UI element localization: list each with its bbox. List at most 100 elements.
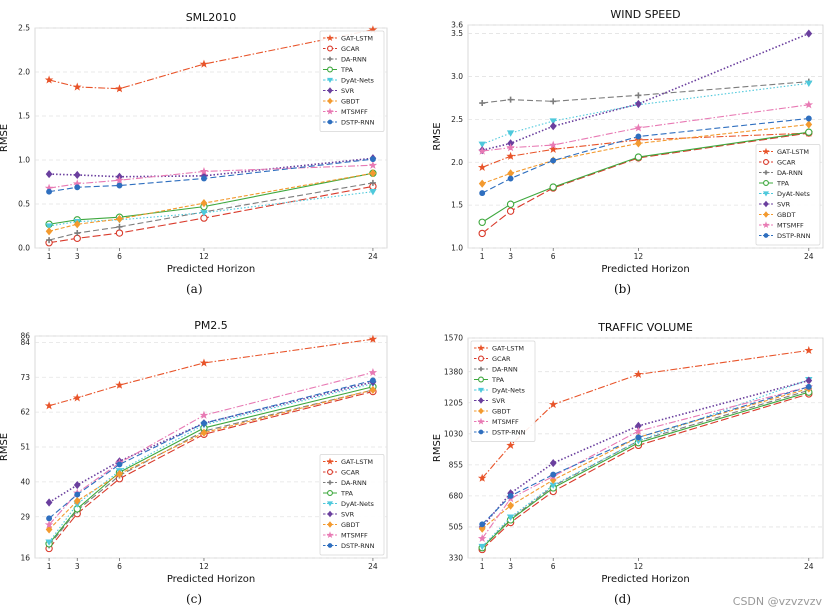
y-tick-label: 1570 xyxy=(444,334,463,343)
data-point-svr xyxy=(635,99,642,108)
series-dstp-rnn xyxy=(479,115,812,197)
chart-title: WIND SPEED xyxy=(610,8,680,21)
data-point-dstp-rnn xyxy=(116,182,123,189)
data-point-mtsmff xyxy=(634,426,643,435)
x-tick-label: 1 xyxy=(480,252,485,261)
legend-marker xyxy=(327,510,333,518)
series-tpa xyxy=(478,128,813,226)
legend-label: SVR xyxy=(492,397,506,405)
legend-label: DyAt-Nets xyxy=(777,190,810,198)
legend-item-da-rnn: DA-RNN xyxy=(474,365,518,373)
data-point-dyat-nets xyxy=(549,118,557,125)
legend-marker xyxy=(327,77,333,83)
legend-item-dyat-nets: DyAt-Nets xyxy=(323,500,374,508)
legend-item-svr: SVR xyxy=(323,87,355,95)
legend-marker xyxy=(478,376,484,383)
legend-label: GBDT xyxy=(492,407,511,415)
series-line-svr xyxy=(481,379,810,528)
data-point-dstp-rnn xyxy=(507,492,514,499)
data-point-dstp-rnn xyxy=(201,420,207,427)
legend-item-dstp-rnn: DSTP-RNN xyxy=(759,232,811,240)
series-gat-lstm xyxy=(477,345,814,482)
data-point-svr xyxy=(549,459,557,468)
legend-label: DSTP-RNN xyxy=(492,428,526,436)
legend-item-gbdt: GBDT xyxy=(474,407,511,415)
data-point-tpa xyxy=(634,153,643,161)
y-tick-label: 3.0 xyxy=(451,72,463,81)
data-point-dyat-nets xyxy=(805,80,813,87)
data-point-gat-lstm xyxy=(634,369,643,378)
chart-traffic-volume: 330 505 680 855 1030 1205 1380 1570 1 3 6 12 24 TRAFF… xyxy=(432,321,824,585)
legend-item-dstp-rnn: DSTP-RNN xyxy=(474,428,526,436)
legend-label: DyAt-Nets xyxy=(341,76,374,84)
chart-wind-speed: 1.0 1.5 2.0 2.5 3.0 3.53.6 1 3 6 12 24 WIND SPEED Pr… xyxy=(432,8,824,275)
y-tick-label: 2.0 xyxy=(18,68,30,77)
y-tick-label: 3.6 xyxy=(451,21,463,30)
series-line-da-rnn xyxy=(48,182,374,241)
series-line-dyat-nets xyxy=(48,383,374,543)
legend-item-mtsmff: MTSMFF xyxy=(323,107,368,116)
legend-item-gcar: GCAR xyxy=(323,45,360,53)
data-point-tpa xyxy=(506,200,515,208)
data-point-dstp-rnn xyxy=(46,188,53,195)
data-point-mtsmff xyxy=(368,160,378,169)
data-point-mtsmff xyxy=(804,100,814,109)
x-tick-label: 12 xyxy=(199,252,209,261)
data-point-gcar xyxy=(115,229,124,237)
data-point-da-rnn xyxy=(479,100,486,107)
y-tick-label: 51 xyxy=(20,443,30,452)
data-point-gbdt xyxy=(116,469,123,479)
data-point-mtsmff xyxy=(506,143,515,152)
data-point-dstp-rnn xyxy=(805,383,812,390)
legend-marker xyxy=(478,397,484,404)
data-point-gbdt xyxy=(200,428,208,437)
y-axis-label: RMSE xyxy=(0,433,10,461)
data-point-svr xyxy=(45,170,53,179)
y-tick-label: 1.5 xyxy=(18,112,30,121)
x-tick-label: 1 xyxy=(47,252,52,261)
legend-label: GBDT xyxy=(777,211,796,219)
y-axis-label: RMSE xyxy=(432,434,443,462)
legend-item-gbdt: GBDT xyxy=(323,97,360,105)
data-point-gat-lstm xyxy=(199,59,209,68)
y-tick-label: 2.5 xyxy=(18,24,30,33)
legend-marker xyxy=(327,501,333,507)
legend-label: GAT-LSTM xyxy=(492,344,524,352)
watermark: CSDN @vzvzvzv xyxy=(732,595,822,608)
legend-item-gbdt: GBDT xyxy=(759,211,796,219)
data-point-gbdt xyxy=(116,214,123,224)
data-point-dyat-nets xyxy=(45,539,53,546)
legend-marker xyxy=(327,66,333,73)
legend-marker xyxy=(763,233,769,238)
legend-marker xyxy=(763,211,769,218)
data-point-gbdt xyxy=(45,525,53,534)
legend-marker xyxy=(478,355,484,362)
legend-marker xyxy=(763,159,769,165)
legend: GAT-LSTM GCAR DA-RNN TPA DyAt-Nets SVR GBDT MTS… xyxy=(319,454,385,556)
legend-marker xyxy=(478,429,484,435)
legend-label: SVR xyxy=(341,510,355,518)
x-tick-label: 6 xyxy=(117,562,122,571)
x-tick-label: 1 xyxy=(480,562,485,571)
data-point-gat-lstm xyxy=(477,162,487,172)
legend-item-tpa: TPA xyxy=(323,489,353,497)
series-dstp-rnn xyxy=(46,156,376,195)
legend-label: GAT-LSTM xyxy=(777,148,809,156)
legend-label: GBDT xyxy=(341,97,360,105)
data-point-dstp-rnn xyxy=(550,471,557,478)
legend: GAT-LSTM GCAR DA-RNN TPA DyAt-Nets SVR GBDT MTS… xyxy=(755,144,821,246)
legend-box xyxy=(470,340,536,442)
data-point-gat-lstm xyxy=(72,393,82,402)
data-point-svr xyxy=(45,498,53,507)
x-axis-label: Predicted Horizon xyxy=(167,264,255,275)
legend-marker xyxy=(327,87,333,94)
data-point-tpa xyxy=(478,218,486,226)
y-tick-label: 2.0 xyxy=(451,158,463,167)
legend-marker xyxy=(763,200,769,208)
legend-marker xyxy=(478,387,484,393)
legend-label: DyAt-Nets xyxy=(492,386,525,394)
data-point-da-rnn xyxy=(116,223,123,230)
data-point-gat-lstm xyxy=(115,380,124,389)
data-point-mtsmff xyxy=(368,367,378,377)
data-point-gbdt xyxy=(73,220,81,229)
